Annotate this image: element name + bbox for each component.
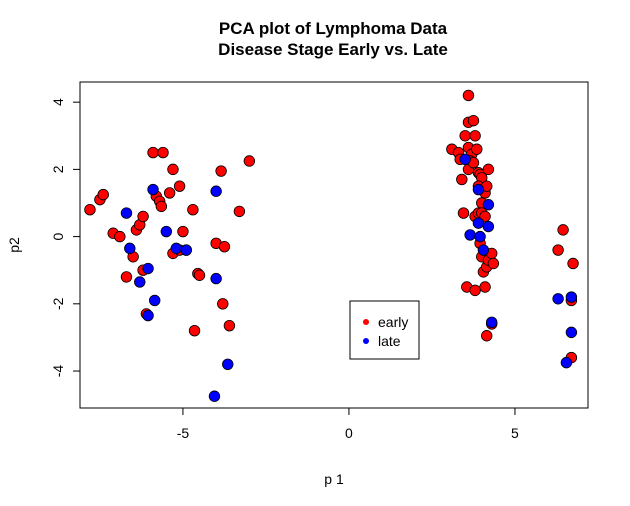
plot-frame xyxy=(79,81,589,409)
point-late xyxy=(482,198,495,211)
point-early xyxy=(482,163,495,176)
legend-marker-early xyxy=(363,319,369,325)
point-late xyxy=(464,229,476,241)
x-tick-label: 5 xyxy=(511,425,519,441)
point-early xyxy=(157,146,169,159)
chart-title: PCA plot of Lymphoma Data xyxy=(219,19,448,38)
point-early xyxy=(552,244,564,256)
y-axis: -4 -2 0 2 4 xyxy=(50,98,80,377)
point-early xyxy=(155,200,168,213)
y-tick-label: 0 xyxy=(50,232,66,240)
point-early xyxy=(188,325,201,337)
point-early xyxy=(467,114,480,127)
point-early xyxy=(469,130,481,142)
point-late xyxy=(210,185,222,197)
point-late xyxy=(170,242,182,255)
point-late xyxy=(474,230,486,243)
point-early xyxy=(462,89,475,102)
point-late xyxy=(486,316,498,328)
point-late xyxy=(552,293,564,305)
point-early xyxy=(193,269,206,281)
point-early xyxy=(97,188,109,201)
point-late xyxy=(459,153,471,165)
point-late xyxy=(222,358,234,371)
x-axis-label: p 1 xyxy=(324,471,344,487)
point-early xyxy=(84,204,96,216)
point-early xyxy=(187,204,199,216)
point-early xyxy=(120,271,133,283)
point-early xyxy=(217,298,229,310)
point-late xyxy=(565,291,578,303)
chart-subtitle: Disease Stage Early vs. Late xyxy=(218,40,448,59)
point-early xyxy=(469,284,481,297)
point-early xyxy=(471,143,483,155)
point-early xyxy=(114,230,126,243)
point-early xyxy=(223,319,236,332)
point-late xyxy=(142,309,154,322)
y-axis-label: p2 xyxy=(6,237,22,253)
y-tick-label: -2 xyxy=(50,297,66,310)
point-early xyxy=(479,210,491,223)
point-late xyxy=(180,244,192,256)
point-late xyxy=(142,262,154,275)
point-late xyxy=(208,390,221,402)
point-early xyxy=(557,224,569,236)
legend-label-early: early xyxy=(378,314,408,330)
point-late xyxy=(120,207,133,219)
x-tick-label: 0 xyxy=(345,425,353,441)
point-early xyxy=(173,180,186,192)
point-early xyxy=(215,165,227,177)
x-tick-label: -5 xyxy=(177,425,190,441)
point-late xyxy=(210,272,222,285)
point-early xyxy=(163,187,176,199)
point-early xyxy=(167,163,179,176)
y-tick-label: 2 xyxy=(50,165,66,173)
point-late xyxy=(149,294,161,307)
point-early xyxy=(567,257,579,270)
legend-marker-late xyxy=(363,338,369,344)
point-late xyxy=(472,183,485,196)
y-tick-label: -4 xyxy=(50,365,66,378)
point-early xyxy=(457,207,470,219)
point-late xyxy=(472,217,485,229)
x-axis: -5 0 5 xyxy=(177,408,519,441)
point-late xyxy=(482,220,495,233)
point-late xyxy=(477,244,490,256)
point-early xyxy=(243,155,256,167)
data-points xyxy=(84,89,579,402)
point-early xyxy=(147,146,159,159)
point-late xyxy=(147,183,159,196)
point-early xyxy=(481,330,493,342)
point-late xyxy=(560,356,573,369)
point-early xyxy=(218,240,231,253)
point-late xyxy=(565,326,578,339)
point-late xyxy=(160,225,173,238)
legend-label-late: late xyxy=(378,333,401,349)
point-early xyxy=(137,210,149,223)
point-early xyxy=(233,205,246,218)
point-late xyxy=(134,276,146,288)
legend-box xyxy=(349,300,420,360)
point-early xyxy=(177,225,189,238)
point-early xyxy=(479,281,491,293)
y-tick-label: 4 xyxy=(50,98,66,106)
legend: early late xyxy=(349,300,420,360)
point-early xyxy=(487,257,500,270)
point-late xyxy=(124,242,136,255)
point-early xyxy=(456,173,468,186)
point-early xyxy=(459,130,471,142)
